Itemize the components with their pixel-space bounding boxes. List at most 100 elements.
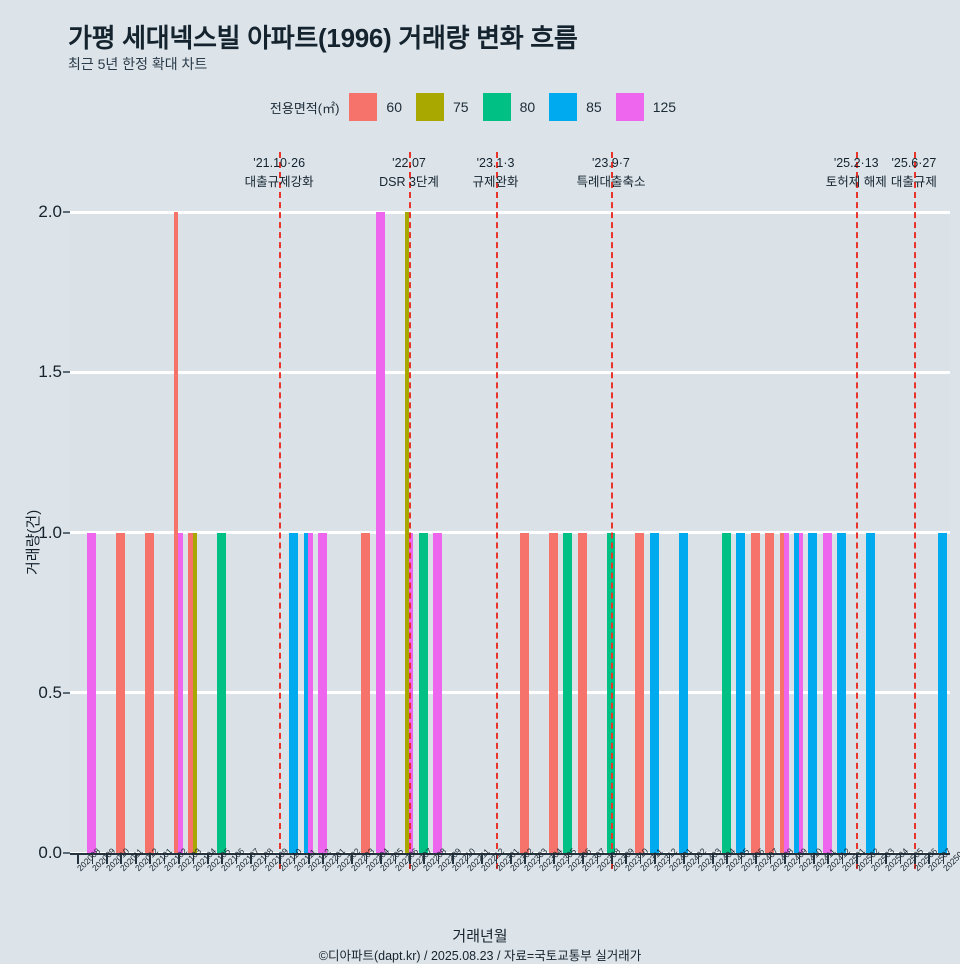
y-axis-tick-label-1.0: 1.0 xyxy=(38,522,62,542)
x-axis-tickmark-202401 xyxy=(668,855,671,864)
gridline-1 xyxy=(70,531,950,534)
page-title: 가평 세대넥스빌 아파트(1996) 거래량 변화 흐름 xyxy=(68,23,578,53)
x-axis-tickmark-202008 xyxy=(77,855,79,864)
bar-202501-85[interactable] xyxy=(837,532,847,853)
legend-label-80: 80 xyxy=(519,99,536,115)
x-axis-tickmark-202204 xyxy=(365,855,368,864)
x-axis-tickmark-202208 xyxy=(423,855,426,864)
x-axis-tickmark-202312 xyxy=(654,855,656,864)
legend-item-75[interactable]: 75 xyxy=(415,93,469,121)
x-axis-tickmark-202508 xyxy=(942,855,945,864)
gridline-0.5 xyxy=(70,691,950,695)
x-axis-tickmark-202412 xyxy=(827,855,829,864)
x-axis-tickmark-202210 xyxy=(452,855,454,864)
bar-202011-60[interactable] xyxy=(116,532,125,853)
x-axis-tickmark-202406 xyxy=(740,855,743,864)
bar-202104-60[interactable] xyxy=(188,532,193,853)
legend-swatch-125 xyxy=(615,93,644,121)
bar-202405-80[interactable] xyxy=(721,532,731,853)
y-axis-tick-label-2.0: 2.0 xyxy=(38,202,62,221)
event-name: 특례대출축소 xyxy=(576,175,646,189)
x-axis-tickmark-202407 xyxy=(755,855,757,864)
x-axis-tickmark-202010 xyxy=(106,855,108,864)
x-axis-tickmark-202206 xyxy=(394,855,397,864)
bar-202410-125[interactable] xyxy=(798,532,803,853)
legend-item-60[interactable]: 60 xyxy=(349,93,402,121)
y-axis-tick-label-0.0: 0.0 xyxy=(38,843,62,862)
legend-title: 전용면적(㎡) xyxy=(269,100,340,116)
bar-202111-85[interactable] xyxy=(289,532,299,853)
event-name: DSR 3단계 xyxy=(379,175,439,189)
chart-subtitle: 최근 5년 한정 확대 차트 xyxy=(68,56,208,72)
x-axis-tickmark-202507 xyxy=(928,855,930,864)
y-axis-tick-label-1.5: 1.5 xyxy=(38,362,62,382)
bar-202103-125[interactable] xyxy=(178,532,183,853)
x-axis-tickmark-202506 xyxy=(913,855,916,864)
x-axis-line xyxy=(70,853,950,855)
bar-202406-85[interactable] xyxy=(736,532,746,853)
bar-202410-85[interactable] xyxy=(794,532,799,853)
x-axis-tickmark-202207 xyxy=(409,855,411,864)
y-axis-tick-label-0.5: 0.5 xyxy=(38,682,62,702)
bar-202201-125[interactable] xyxy=(317,532,327,853)
bar-202112-125[interactable] xyxy=(308,532,313,853)
event-name: 대출규제강화 xyxy=(244,175,314,189)
event-name: 토허제 해제 xyxy=(825,175,887,189)
bar-202204-60[interactable] xyxy=(361,532,371,853)
bar-202312-85[interactable] xyxy=(649,532,659,853)
x-axis-tickmark-202302 xyxy=(510,855,512,864)
bar-202209-125[interactable] xyxy=(433,532,443,853)
x-axis-tickmark-202202 xyxy=(336,855,339,864)
bar-202311-60[interactable] xyxy=(635,532,645,853)
x-axis-tickmark-202409 xyxy=(784,855,786,864)
event-line-202301 xyxy=(495,152,498,869)
event-line-202207 xyxy=(409,152,412,869)
bar-202112-85[interactable] xyxy=(303,532,309,853)
x-axis-tickmark-202105 xyxy=(207,855,209,864)
legend-label-75: 75 xyxy=(452,99,469,115)
x-axis-tickmark-202012 xyxy=(134,855,137,864)
bar-202207-125[interactable] xyxy=(409,532,414,853)
y-axis-tickmark xyxy=(63,852,70,854)
x-axis-tickmark-202211 xyxy=(466,855,469,864)
x-axis-tickmark-202411 xyxy=(812,855,815,864)
x-axis-tickmark-202304 xyxy=(538,855,541,864)
bar-202103-60[interactable] xyxy=(173,212,179,853)
bar-202408-60[interactable] xyxy=(765,532,775,853)
legend-item-85[interactable]: 85 xyxy=(549,93,602,121)
bar-202208-80[interactable] xyxy=(418,532,428,853)
bar-202307-60[interactable] xyxy=(577,532,587,853)
bar-202402-85[interactable] xyxy=(678,532,688,853)
bar-202306-80[interactable] xyxy=(563,532,573,853)
x-axis-tickmark-202303 xyxy=(524,855,527,864)
bar-202009-125[interactable] xyxy=(87,532,97,853)
event-name: 규제완화 xyxy=(472,175,519,189)
bar-202303-60[interactable] xyxy=(519,532,529,853)
legend-item-125[interactable]: 125 xyxy=(615,93,676,121)
x-axis-tickmark-202306 xyxy=(567,855,570,864)
y-axis-tickmark xyxy=(63,691,70,694)
bar-202104-75[interactable] xyxy=(192,532,198,853)
bar-202205-125[interactable] xyxy=(375,212,385,853)
event-label-202506: '25.6·27 대출규제 xyxy=(891,154,937,192)
bar-202508-85[interactable] xyxy=(938,532,948,853)
bar-202305-60[interactable] xyxy=(548,532,558,853)
bar-202409-60[interactable] xyxy=(779,532,785,853)
bar-202412-125[interactable] xyxy=(822,532,832,853)
y-axis-tickmark xyxy=(63,371,70,374)
legend-swatch-75 xyxy=(415,93,444,121)
x-axis-tickmark-202410 xyxy=(798,855,801,864)
bar-202101-60[interactable] xyxy=(144,532,154,853)
legend-item-80[interactable]: 80 xyxy=(482,93,536,121)
x-axis-tickmark-202111 xyxy=(293,855,296,864)
bar-202207-75[interactable] xyxy=(404,212,409,853)
bar-202106-80[interactable] xyxy=(217,532,226,853)
bar-202411-85[interactable] xyxy=(808,532,818,853)
bar-202503-85[interactable] xyxy=(866,532,876,853)
event-label-202110: '21.10·26 대출규제강화 xyxy=(245,154,314,192)
gridline-1.5 xyxy=(70,370,950,374)
x-axis-tickmark-202108 xyxy=(250,855,252,864)
bar-202409-125[interactable] xyxy=(784,532,789,853)
bar-202407-60[interactable] xyxy=(750,532,760,853)
